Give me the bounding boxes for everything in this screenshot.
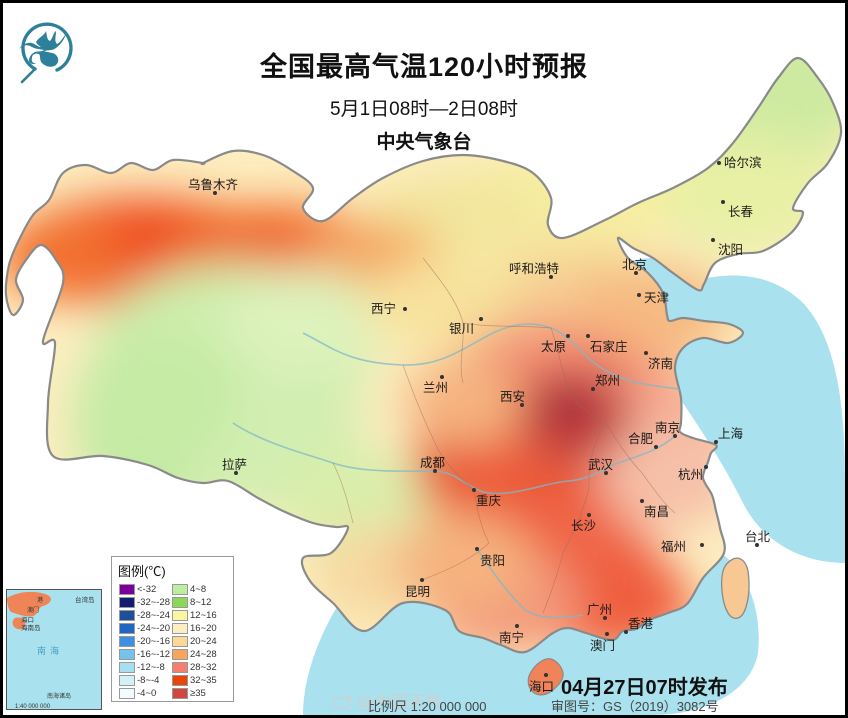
svg-text:南海诸岛: 南海诸岛: [47, 692, 71, 700]
svg-text:沈阳: 沈阳: [718, 242, 743, 257]
svg-text:海口: 海口: [529, 679, 554, 694]
svg-text:香港: 香港: [628, 617, 654, 631]
svg-text:银川: 银川: [449, 322, 474, 336]
svg-text:兰州: 兰州: [423, 381, 448, 395]
svg-text:重庆: 重庆: [476, 493, 502, 508]
svg-text:郑州: 郑州: [595, 373, 620, 388]
svg-text:长春: 长春: [728, 205, 754, 219]
svg-text:南京: 南京: [655, 420, 680, 435]
svg-text:济南: 济南: [648, 356, 673, 371]
svg-text:广州: 广州: [587, 603, 612, 617]
svg-text:海南岛: 海南岛: [21, 623, 41, 632]
svg-text:台湾岛: 台湾岛: [75, 595, 95, 604]
svg-text:乌鲁木齐: 乌鲁木齐: [188, 177, 239, 192]
svg-text:西宁: 西宁: [371, 301, 396, 316]
svg-text:贵阳: 贵阳: [480, 554, 505, 568]
svg-text:太原: 太原: [541, 339, 566, 354]
svg-text:呼和浩特: 呼和浩特: [509, 261, 559, 276]
svg-text:上海: 上海: [718, 426, 744, 441]
svg-text:武汉: 武汉: [588, 458, 614, 472]
svg-text:台北: 台北: [745, 529, 771, 544]
svg-text:1:40 000 000: 1:40 000 000: [15, 704, 51, 710]
svg-text:澳门: 澳门: [590, 638, 615, 653]
svg-text:福州: 福州: [661, 539, 686, 554]
svg-text:南宁: 南宁: [499, 630, 524, 645]
svg-text:南海: 南海: [37, 645, 63, 656]
svg-text:南昌: 南昌: [644, 504, 669, 519]
svg-text:北京: 北京: [622, 258, 647, 272]
svg-text:天津: 天津: [644, 291, 669, 305]
svg-text:海口: 海口: [21, 615, 34, 624]
svg-text:昆明: 昆明: [405, 585, 430, 599]
svg-text:哈尔滨: 哈尔滨: [724, 155, 762, 170]
svg-text:西安: 西安: [500, 389, 525, 404]
svg-text:港: 港: [37, 596, 43, 604]
svg-text:长沙: 长沙: [571, 519, 597, 533]
svg-text:成都: 成都: [420, 456, 446, 470]
svg-text:拉萨: 拉萨: [222, 457, 247, 472]
svg-text:澳门: 澳门: [27, 606, 39, 614]
svg-text:石家庄: 石家庄: [590, 339, 628, 354]
svg-text:杭州: 杭州: [678, 467, 703, 482]
svg-text:合肥: 合肥: [628, 431, 654, 446]
